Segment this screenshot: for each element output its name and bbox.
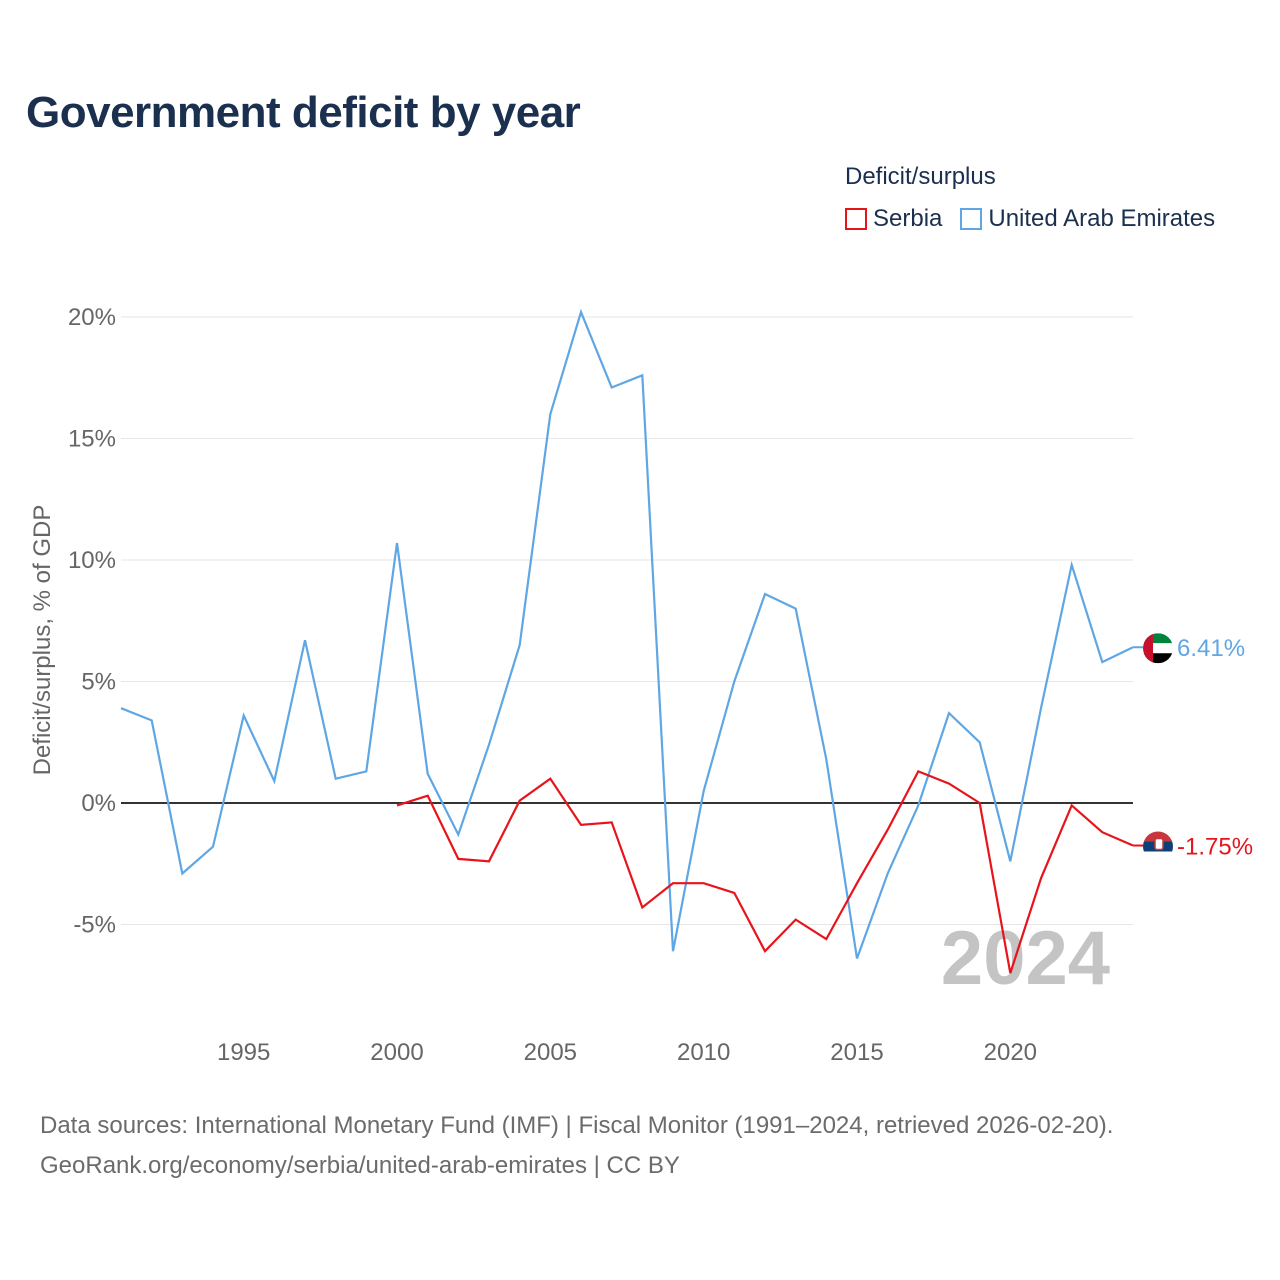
source-line-1: Data sources: International Monetary Fun… [40,1112,1114,1139]
x-tick-label: 1995 [217,1039,270,1066]
y-tick-label: 20% [68,304,116,331]
y-tick-label: -5% [73,912,116,939]
series-line-united-arab-emirates [120,308,1134,959]
series-line-serbia [396,770,1134,974]
legend-label-uae: United Arab Emirates [988,205,1216,232]
y-tick-label: 15% [68,426,116,453]
x-tick-label: 2010 [677,1039,730,1066]
legend-title: Deficit/surplus [845,163,996,190]
uae-flag-icon [1143,633,1173,664]
x-tick-label: 2005 [524,1039,577,1066]
y-tick-label: 10% [68,547,116,574]
y-tick-label: 0% [81,790,116,817]
year-watermark: 2024 [941,916,1110,1001]
source-line-2: GeoRank.org/economy/serbia/united-arab-e… [40,1152,680,1179]
legend-item-uae[interactable]: United Arab Emirates [960,205,1215,233]
source-note: Data sources: International Monetary Fun… [40,1106,1113,1186]
x-tick-label: 2015 [830,1039,883,1066]
chart-title: Government deficit by year [26,88,581,137]
legend: Serbia United Arab Emirates [845,205,1233,233]
end-value-label-united-arab-emirates: 6.41% [1177,635,1245,662]
y-axis-label: Deficit/surplus, % of GDP [29,505,56,776]
legend-item-serbia[interactable]: Serbia [845,205,942,233]
x-tick-label: 2020 [984,1039,1037,1066]
serbia-flag-icon [1143,831,1173,862]
legend-swatch-serbia [845,208,867,230]
end-value-label-serbia: -1.75% [1177,834,1253,861]
legend-label-serbia: Serbia [873,205,943,232]
legend-swatch-uae [960,208,983,230]
x-tick-label: 2000 [370,1039,423,1066]
y-tick-label: 5% [81,669,116,696]
